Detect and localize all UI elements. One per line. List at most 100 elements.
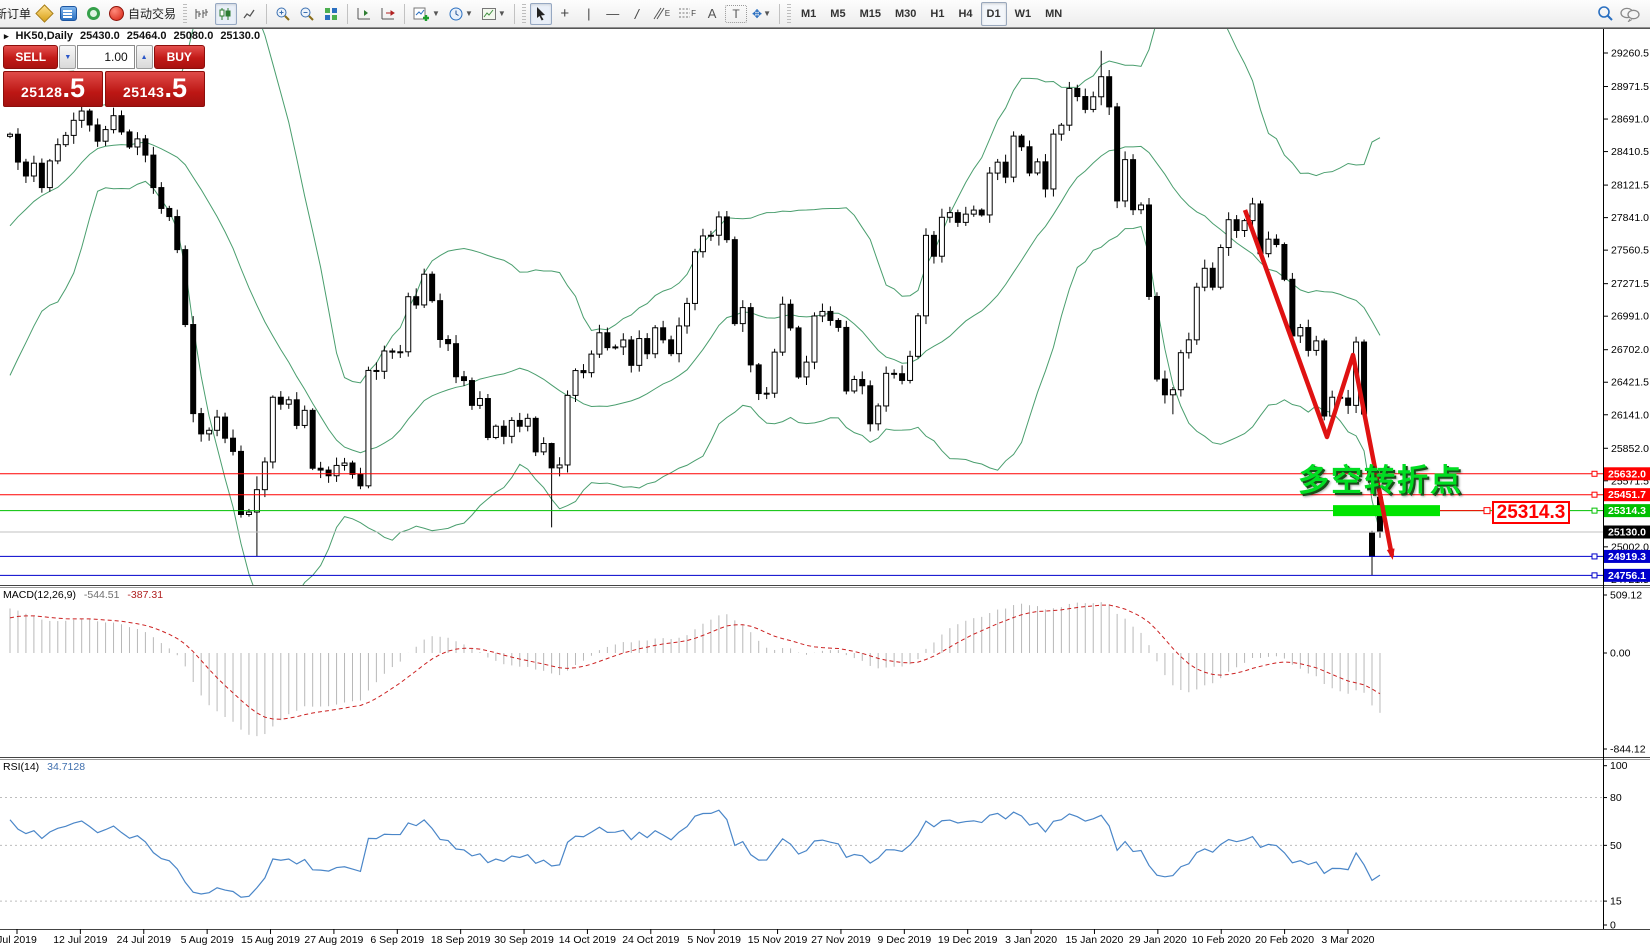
auto-scroll-button[interactable] bbox=[377, 3, 399, 25]
price-tick-label: 25852.0 bbox=[1611, 443, 1649, 455]
chat-icon[interactable] bbox=[1620, 6, 1640, 22]
chevron-down-icon: ▼ bbox=[763, 9, 772, 18]
price-badge-text: 25130.0 bbox=[1608, 527, 1646, 539]
bar-chart-button[interactable] bbox=[191, 3, 213, 25]
rsi-scale-label: 80 bbox=[1610, 792, 1622, 804]
price-tag-label[interactable]: 25314.3 bbox=[1492, 501, 1570, 524]
vertical-line-tool-button[interactable]: | bbox=[578, 3, 600, 25]
buy-button[interactable]: BUY bbox=[153, 45, 205, 69]
sell-button[interactable]: SELL bbox=[3, 45, 59, 69]
periods-button[interactable]: ▼ bbox=[445, 3, 476, 25]
template-icon bbox=[481, 7, 496, 20]
date-axis[interactable]: Jul 2019 12 Jul 2019 24 Jul 2019 5 Aug 2019… bbox=[0, 929, 1375, 946]
rsi-value: 34.7128 bbox=[47, 761, 86, 773]
timeframe-w1[interactable]: W1 bbox=[1014, 7, 1032, 20]
sell-price-main: 25128 bbox=[21, 84, 63, 100]
trendline-tool-button[interactable]: / bbox=[626, 3, 648, 25]
price-badge-25130.0 bbox=[1604, 525, 1650, 539]
toolbar-drag-handle[interactable] bbox=[521, 3, 526, 24]
price-tick-label: 28121.5 bbox=[1611, 180, 1649, 192]
macd-scale-label: -844.12 bbox=[1610, 744, 1646, 756]
price-level-lines[interactable] bbox=[0, 470, 1603, 579]
macd-scale-label: 509.12 bbox=[1610, 590, 1642, 602]
chart-annotations[interactable] bbox=[1242, 209, 1491, 560]
triangle-up-icon: ▲ bbox=[140, 53, 148, 61]
macd-main-value: -544.51 bbox=[83, 589, 120, 601]
autotrading-label: 自动交易 bbox=[128, 7, 177, 21]
volume-increase-button[interactable]: ▲ bbox=[135, 45, 153, 69]
shapes-tool-button[interactable]: ✥ ▼ bbox=[749, 3, 774, 25]
level-handle bbox=[1591, 553, 1598, 560]
search-icon[interactable] bbox=[1597, 5, 1614, 22]
crosshair-tool-button[interactable]: + bbox=[554, 3, 576, 25]
add-indicator-button[interactable]: ▼ bbox=[410, 3, 443, 25]
panel-frame bbox=[0, 28, 1650, 930]
templates-button[interactable]: ▼ bbox=[478, 3, 509, 25]
price-tick-label: 26421.5 bbox=[1611, 377, 1649, 389]
bb-middle-line bbox=[9, 141, 1381, 454]
price-badge-25632.0 bbox=[1604, 467, 1650, 481]
cursor-tool-button[interactable] bbox=[529, 2, 552, 25]
buy-price-pip: 5 bbox=[171, 73, 187, 103]
timeframe-m15[interactable]: M15 bbox=[859, 7, 881, 20]
horizontal-line-tool-button[interactable]: — bbox=[602, 3, 624, 25]
toolbar-drag-handle[interactable] bbox=[183, 3, 188, 24]
timeframe-m5[interactable]: M5 bbox=[830, 7, 846, 20]
timeframe-h1[interactable]: H1 bbox=[930, 7, 945, 20]
gold-diamond-icon[interactable] bbox=[33, 3, 55, 25]
timeframe-m1[interactable]: M1 bbox=[801, 7, 817, 20]
funds-icon[interactable] bbox=[57, 3, 80, 25]
turning-point-annotation[interactable]: 多空转折点 bbox=[1298, 463, 1463, 498]
price-badge-24756.1 bbox=[1604, 568, 1650, 582]
timeframe-mn[interactable]: MN bbox=[1045, 7, 1063, 20]
price-tick-label: 26702.0 bbox=[1611, 344, 1649, 356]
candlestick-chart-button[interactable] bbox=[215, 2, 238, 25]
macd-signal-line bbox=[9, 604, 1381, 720]
text-label-tool-button[interactable]: T bbox=[725, 4, 748, 23]
tile-windows-icon bbox=[325, 7, 338, 20]
candlestick-chart-icon bbox=[219, 7, 231, 20]
bar-chart-icon bbox=[195, 8, 209, 19]
channel-tool-button[interactable]: E bbox=[650, 3, 673, 25]
vertical-line-icon: | bbox=[587, 6, 591, 21]
shapes-icon: ✥ bbox=[752, 6, 763, 21]
chart-close-value: 25130.0 bbox=[220, 30, 261, 42]
price-axis[interactable]: 29260.5 28971.5 28691.0 28410.5 28121.5 27841… bbox=[1603, 48, 1650, 586]
autotrading-button[interactable]: 自动交易 bbox=[106, 3, 179, 25]
timeframe-m30[interactable]: M30 bbox=[894, 7, 917, 20]
buy-price-panel[interactable]: 25143 . 5 bbox=[105, 71, 205, 107]
signal-icon[interactable] bbox=[82, 3, 104, 25]
rsi-indicator bbox=[0, 797, 1603, 902]
volume-decrease-button[interactable]: ▼ bbox=[59, 45, 77, 69]
price-badge-text: 24756.1 bbox=[1608, 570, 1646, 582]
fibonacci-tool-button[interactable]: F bbox=[675, 3, 699, 25]
price-tick-label: 27560.5 bbox=[1611, 245, 1649, 257]
price-tick-label: 29260.5 bbox=[1611, 48, 1649, 60]
chart-shift-button[interactable] bbox=[353, 3, 375, 25]
autotrading-icon bbox=[109, 6, 125, 21]
one-click-toggle-icon[interactable]: ▸ bbox=[4, 30, 9, 41]
price-badge-text: 25632.0 bbox=[1608, 468, 1646, 480]
timeframe-d1[interactable]: D1 bbox=[980, 1, 1007, 26]
volume-input[interactable]: 1.00 bbox=[77, 45, 135, 69]
buy-price-dot: . bbox=[164, 73, 172, 103]
text-tool-button[interactable]: A bbox=[701, 3, 723, 25]
timeframe-h4[interactable]: H4 bbox=[958, 7, 973, 20]
text-label-icon: T bbox=[732, 6, 740, 21]
new-order-button[interactable]: 新订单 bbox=[0, 7, 32, 21]
date-label: 15 Aug 2019 bbox=[241, 934, 300, 946]
clock-icon bbox=[449, 7, 463, 20]
channel-icon bbox=[653, 7, 665, 20]
zoom-out-button[interactable] bbox=[296, 3, 318, 25]
toolbar-drag-handle[interactable] bbox=[787, 3, 792, 24]
line-chart-button[interactable] bbox=[239, 3, 261, 25]
rsi-scale-label: 50 bbox=[1610, 840, 1622, 852]
date-label: 12 Jul 2019 bbox=[53, 934, 107, 946]
add-indicator-icon bbox=[413, 7, 430, 21]
chart-low-value: 25080.0 bbox=[173, 30, 214, 42]
zoom-in-button[interactable] bbox=[272, 3, 294, 25]
sell-price-panel[interactable]: 25128 . 5 bbox=[3, 71, 103, 107]
tile-windows-button[interactable] bbox=[320, 3, 342, 25]
indicator-scales: 509.12 0.00 -844.12 100 80 50 15 0 bbox=[1603, 590, 1646, 932]
